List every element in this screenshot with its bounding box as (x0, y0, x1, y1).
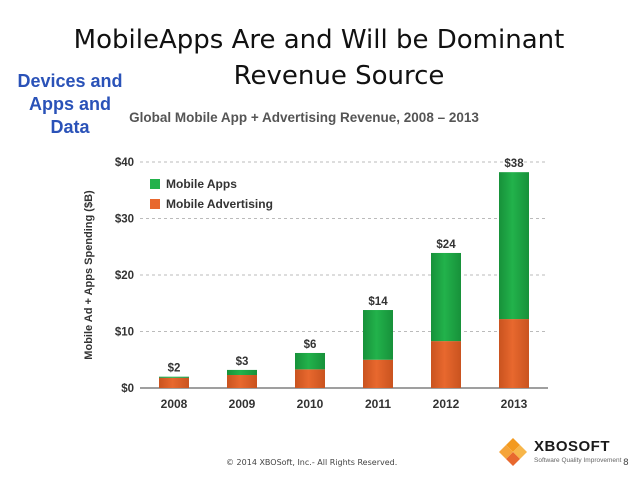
side-tag-line-1: Devices and (17, 71, 123, 91)
x-tick-label: 2008 (161, 397, 188, 411)
chart-svg: Global Mobile App + Advertising Revenue,… (83, 110, 548, 411)
y-tick-label: $10 (115, 327, 134, 339)
x-tick-label: 2012 (433, 397, 460, 411)
legend-swatch-mobile-advertising (150, 199, 160, 209)
chart-title: Global Mobile App + Advertising Revenue,… (129, 110, 479, 125)
page-number: 8 (623, 458, 629, 468)
revenue-chart: Global Mobile App + Advertising Revenue,… (78, 98, 558, 428)
bar-mobile-advertising-2011 (363, 359, 393, 388)
bar-total-label: $14 (368, 296, 388, 308)
y-tick-label: $40 (115, 157, 134, 169)
bar-mobile-apps-2008 (159, 376, 189, 378)
slide-title: MobileApps Are and Will be Dominant Reve… (0, 22, 638, 94)
bar-total-label: $24 (436, 239, 456, 251)
legend-swatch-mobile-apps (150, 179, 160, 189)
side-tag: Devices and Apps and Data (4, 70, 136, 139)
diamond-logo-icon (499, 438, 527, 466)
x-tick-label: 2011 (365, 397, 391, 411)
chart-legend: Mobile Apps Mobile Advertising (150, 174, 273, 214)
bar-mobile-apps-2011 (363, 310, 393, 360)
bar-mobile-apps-2009 (227, 369, 257, 376)
legend-label-mobile-apps: Mobile Apps (166, 177, 237, 191)
y-tick-label: $20 (115, 270, 134, 282)
y-axis-label: Mobile Ad + Apps Spending ($B) (83, 190, 95, 360)
logo-tagline: Software Quality Improvement (534, 457, 622, 464)
bar-total-label: $6 (304, 339, 317, 351)
bar-mobile-apps-2012 (431, 252, 461, 342)
xbosoft-logo: XBOSOFT Software Quality Improvement (496, 436, 634, 472)
bar-mobile-apps-2010 (295, 352, 325, 370)
side-tag-line-3: Data (50, 117, 90, 137)
bar-mobile-apps-2013 (499, 172, 529, 320)
legend-item-mobile-apps: Mobile Apps (150, 174, 273, 194)
bar-mobile-advertising-2008 (159, 377, 189, 388)
copyright-footer: © 2014 XBOSoft, Inc.- All Rights Reserve… (226, 458, 398, 467)
legend-label-mobile-advertising: Mobile Advertising (166, 197, 273, 211)
bar-mobile-advertising-2009 (227, 375, 257, 388)
slide-title-line-2: Revenue Source (233, 61, 445, 91)
bar-total-label: $3 (236, 356, 249, 368)
bar-mobile-advertising-2010 (295, 369, 325, 388)
side-tag-line-2: Apps and (28, 94, 111, 114)
y-tick-label: $30 (115, 214, 134, 226)
bar-total-label: $2 (168, 363, 181, 375)
bar-mobile-advertising-2013 (499, 319, 529, 388)
logo-brand: XBOSOFT (534, 438, 611, 455)
slide-title-line-1: MobileApps Are and Will be Dominant (73, 25, 565, 55)
x-tick-label: 2009 (229, 397, 256, 411)
legend-item-mobile-advertising: Mobile Advertising (150, 194, 273, 214)
bar-total-label: $38 (504, 158, 524, 170)
bar-mobile-advertising-2012 (431, 341, 461, 388)
x-tick-label: 2013 (501, 397, 528, 411)
x-tick-label: 2010 (297, 397, 324, 411)
y-tick-label: $0 (121, 383, 134, 395)
